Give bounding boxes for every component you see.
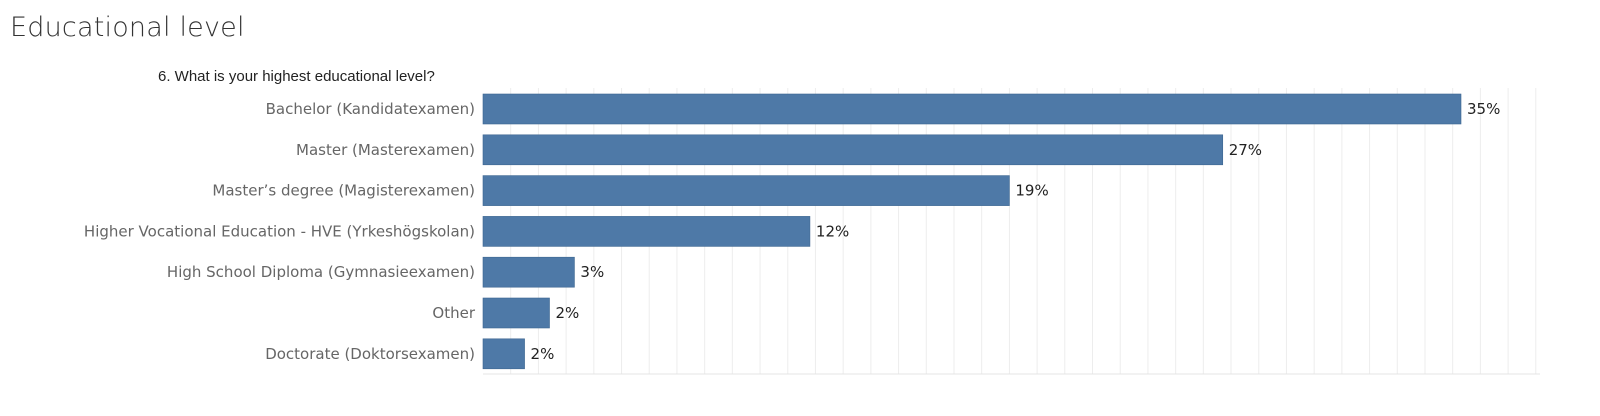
- bar: [482, 338, 525, 370]
- category-label: Master’s degree (Magisterexamen): [212, 182, 475, 200]
- category-label: Master (Masterexamen): [296, 141, 475, 159]
- category-label: Higher Vocational Education - HVE (Yrkes…: [84, 222, 475, 240]
- data-label: 3%: [580, 263, 604, 281]
- page-title: Educational level: [10, 12, 245, 43]
- bar: [482, 93, 1462, 125]
- bar: [482, 256, 575, 288]
- bar: [482, 216, 811, 247]
- bar: [482, 297, 550, 329]
- bars: [482, 93, 1462, 370]
- bar: [482, 175, 1010, 206]
- labels: Bachelor (Kandidatexamen) 35% Master (Mast…: [84, 100, 1500, 363]
- data-label: 19%: [1015, 182, 1048, 200]
- category-label: Doctorate (Doktorsexamen): [265, 345, 475, 363]
- data-label: 27%: [1229, 141, 1262, 159]
- data-label: 35%: [1467, 100, 1500, 118]
- category-label: Other: [432, 304, 475, 322]
- data-label: 2%: [555, 304, 579, 322]
- category-label: High School Diploma (Gymnasieexamen): [167, 263, 475, 281]
- category-label: Bachelor (Kandidatexamen): [266, 100, 475, 118]
- chart-title: 6. What is your highest educational leve…: [158, 68, 435, 85]
- bar: [482, 134, 1224, 166]
- data-label: 12%: [816, 222, 849, 240]
- data-label: 2%: [531, 345, 555, 363]
